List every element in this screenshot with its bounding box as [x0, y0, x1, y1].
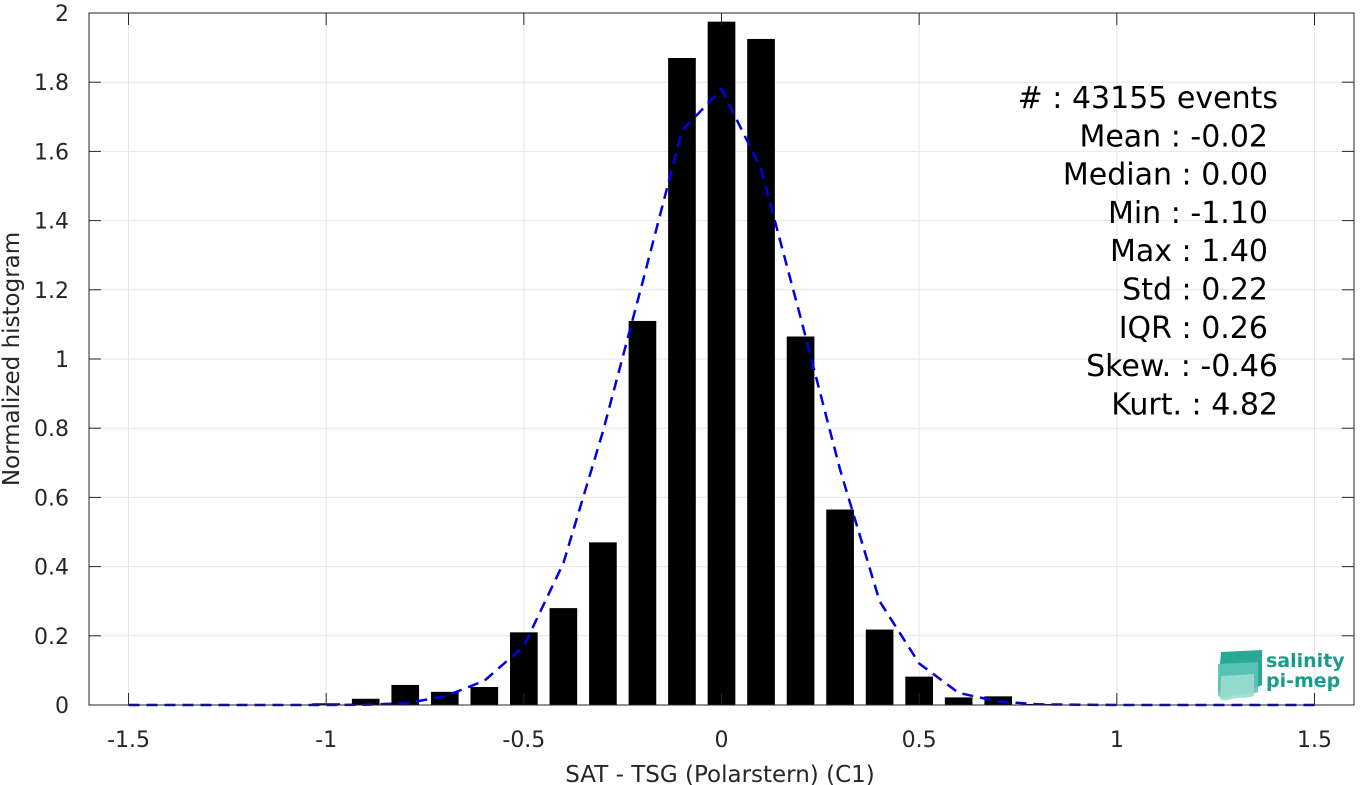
y-tick-label: 0.4 — [34, 556, 69, 581]
logo-text-line1: salinity — [1266, 650, 1345, 672]
histogram-bar — [865, 629, 894, 705]
x-tick-label: -1 — [315, 728, 337, 753]
x-tick-label: 0 — [715, 728, 729, 753]
y-tick-label: 1.4 — [34, 210, 69, 235]
stat-annotation: Min : -1.10 — [1108, 196, 1268, 231]
histogram-bar — [470, 687, 499, 705]
histogram-bars — [312, 21, 1052, 706]
fit-curve — [128, 86, 1315, 707]
histogram-bar — [549, 608, 578, 705]
stat-annotation: Kurt. : 4.82 — [1111, 387, 1278, 422]
stat-annotation: Mean : -0.02 — [1079, 119, 1268, 154]
histogram-bar — [510, 632, 538, 705]
histogram-bar — [668, 57, 696, 706]
histogram-bar — [391, 684, 420, 705]
stat-annotation: Skew. : -0.46 — [1086, 349, 1278, 384]
y-tick-label: 1 — [55, 348, 69, 373]
x-axis-title: SAT - TSG (Polarstern) (C1) — [565, 762, 874, 785]
histogram-bar — [747, 38, 775, 705]
histogram-bar — [351, 698, 380, 705]
x-tick-label: 1.5 — [1297, 728, 1332, 753]
x-tick-label: -1.5 — [107, 728, 150, 753]
stat-annotation: # : 43155 events — [1018, 81, 1278, 116]
y-tick-label: 1.2 — [34, 279, 69, 304]
y-tick-label: 2 — [55, 2, 69, 27]
histogram-bar — [628, 320, 657, 705]
x-tick-label: -0.5 — [502, 728, 545, 753]
y-tick-labels: 0 0.2 0.4 0.6 0.8 1 1.2 1.4 1.6 1.8 2 — [34, 2, 69, 719]
y-tick-label: 0.6 — [34, 486, 69, 511]
stat-annotation: Max : 1.40 — [1110, 234, 1268, 269]
stat-annotation: Median : 0.00 — [1063, 158, 1268, 193]
histogram-bar — [944, 697, 973, 705]
y-tick-label: 0.8 — [34, 417, 69, 442]
y-axis-title: Normalized histogram — [0, 232, 25, 486]
histogram-bar — [589, 542, 617, 705]
axes — [88, 12, 1355, 706]
logo-text-line2: pi-mep — [1266, 670, 1340, 692]
fit-curve-line — [128, 86, 1315, 707]
y-tick-label: 1.6 — [34, 140, 69, 165]
histogram-bar — [430, 691, 459, 705]
logo-wave-icon — [1218, 650, 1262, 701]
stat-annotation: Std : 0.22 — [1122, 273, 1268, 308]
y-tick-label: 1.8 — [34, 71, 69, 96]
y-tick-label: 0 — [55, 694, 69, 719]
x-tick-label: 1 — [1110, 728, 1124, 753]
y-tick-label: 0.2 — [34, 625, 69, 650]
stat-annotation: IQR : 0.26 — [1119, 311, 1268, 346]
histogram-bar — [786, 336, 815, 705]
histogram-bar — [826, 509, 854, 705]
salinity-pi-mep-logo: salinity pi-mep — [1218, 650, 1345, 701]
histogram-bar — [707, 21, 736, 705]
x-tick-labels: -1.5 -1 -0.5 0 0.5 1 1.5 — [107, 728, 1332, 753]
x-tick-label: 0.5 — [902, 728, 937, 753]
